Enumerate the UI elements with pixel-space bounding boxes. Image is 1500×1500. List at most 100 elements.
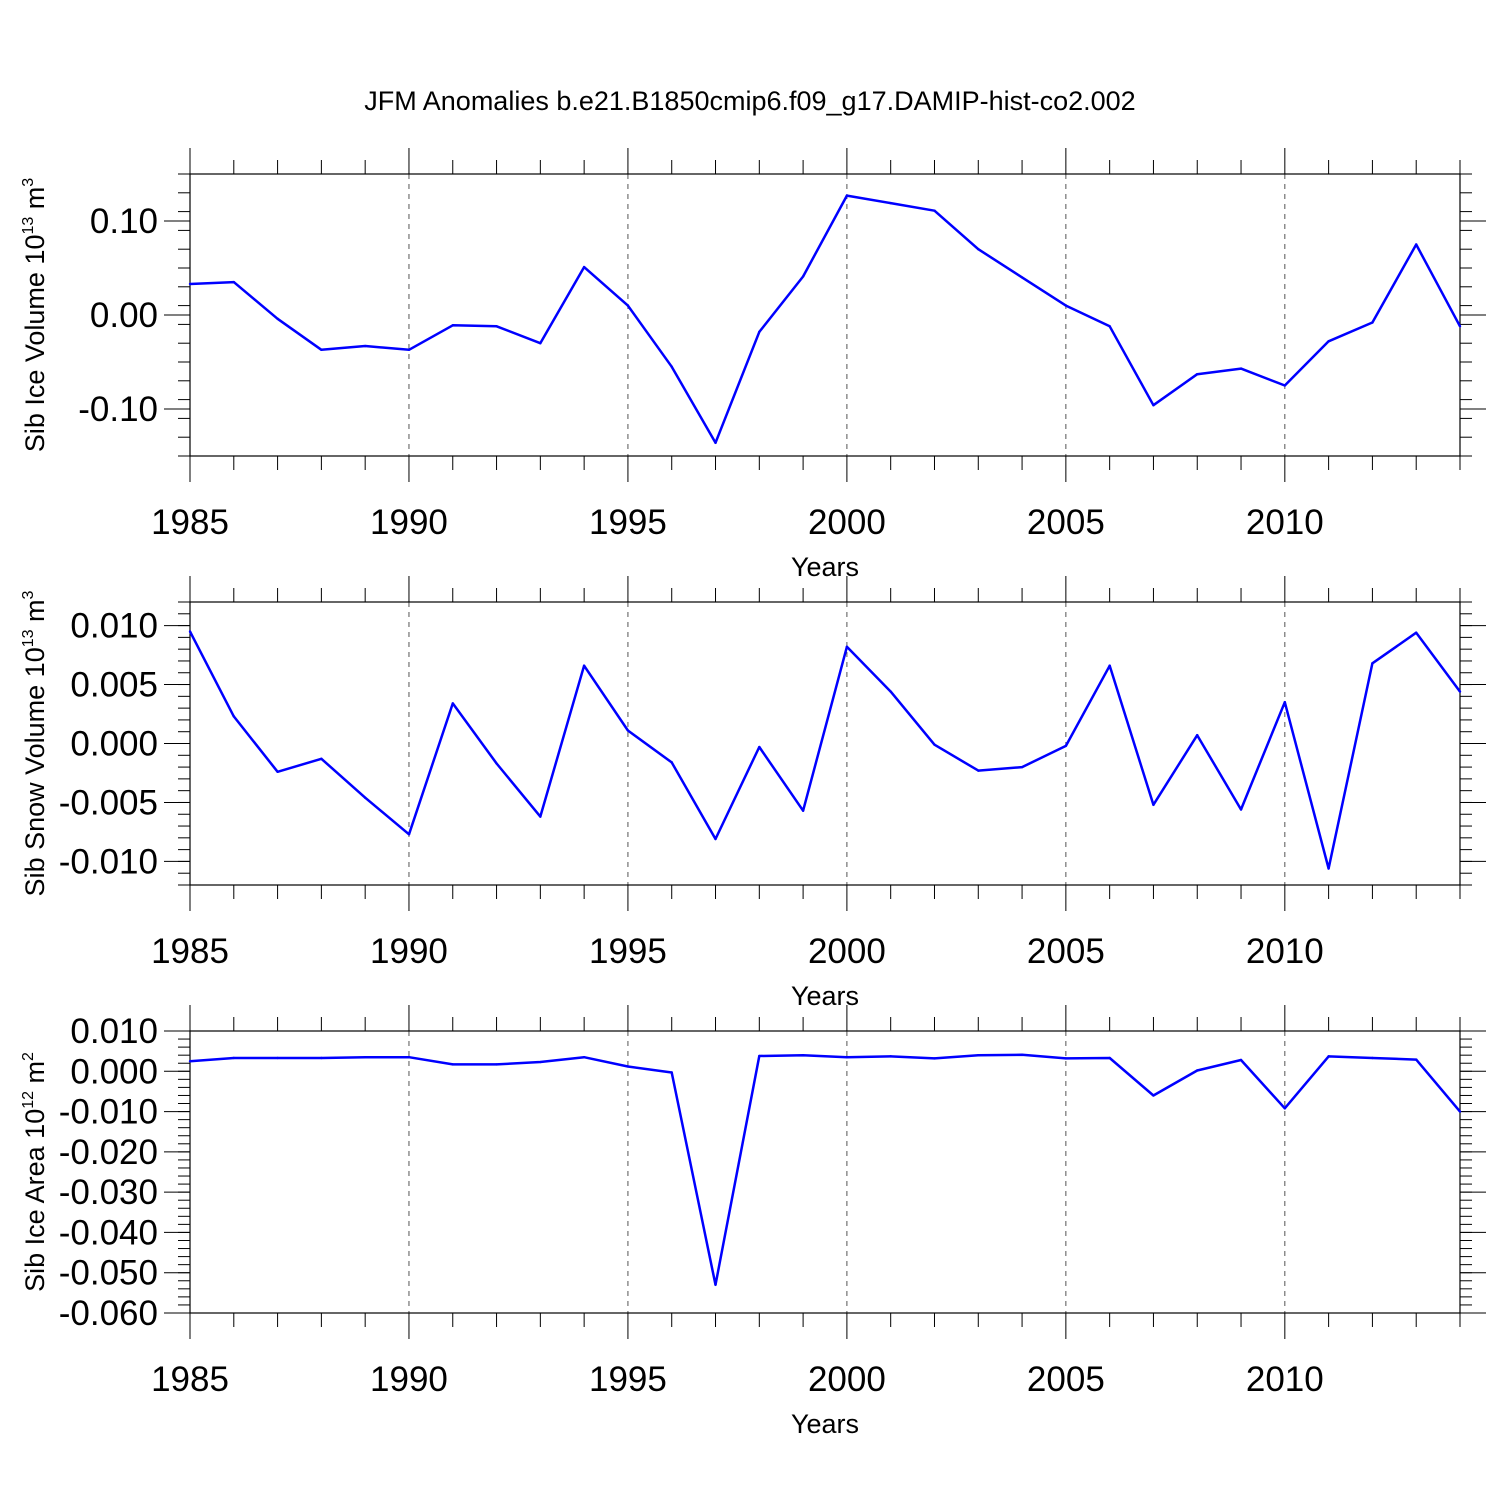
figure-title: JFM Anomalies b.e21.B1850cmip6.f09_g17.D… bbox=[364, 86, 1135, 116]
data-point bbox=[1415, 1058, 1418, 1061]
data-point bbox=[933, 743, 936, 746]
data-point bbox=[977, 1053, 980, 1057]
data-point bbox=[714, 1283, 717, 1287]
series-line bbox=[189, 1053, 1461, 1287]
x-tick-label: 2005 bbox=[1027, 932, 1105, 971]
x-axis-label: Years bbox=[791, 981, 859, 1011]
data-point bbox=[1458, 325, 1462, 328]
data-point bbox=[1020, 1053, 1024, 1056]
x-tick-label: 2010 bbox=[1246, 503, 1324, 542]
data-point bbox=[977, 248, 980, 251]
data-point bbox=[714, 837, 717, 841]
data-point bbox=[363, 344, 367, 348]
data-point bbox=[1283, 701, 1287, 704]
data-point bbox=[758, 745, 761, 749]
data-point bbox=[845, 645, 849, 649]
y-tick-label: -0.050 bbox=[59, 1254, 158, 1293]
plot-frame bbox=[189, 1030, 1461, 1314]
data-point bbox=[539, 1060, 542, 1064]
data-point bbox=[451, 1063, 454, 1066]
data-point bbox=[1064, 304, 1068, 307]
data-point bbox=[1108, 664, 1111, 667]
y-tick-label: 0.010 bbox=[70, 607, 158, 646]
data-point bbox=[1196, 734, 1199, 737]
x-tick-label: 1995 bbox=[589, 503, 667, 542]
y-tick-label: -0.060 bbox=[59, 1294, 158, 1333]
data-point bbox=[1196, 373, 1199, 376]
data-point bbox=[1108, 1056, 1111, 1060]
data-point bbox=[758, 1054, 761, 1058]
data-point bbox=[1415, 631, 1418, 634]
x-tick-label: 2000 bbox=[808, 503, 886, 542]
data-point bbox=[670, 365, 673, 368]
data-point bbox=[320, 1056, 323, 1060]
data-point bbox=[1371, 1056, 1374, 1060]
data-point bbox=[1020, 765, 1024, 769]
data-point bbox=[451, 324, 454, 327]
x-axis-label: Years bbox=[791, 552, 859, 582]
data-point bbox=[407, 348, 411, 351]
data-point bbox=[1283, 384, 1287, 387]
x-tick-label: 1990 bbox=[370, 503, 448, 542]
y-tick-label: 0.00 bbox=[90, 296, 158, 335]
y-axis-label: Sib Ice Area 1012 m2 bbox=[20, 1052, 50, 1292]
data-point bbox=[407, 1055, 411, 1059]
y-axis-label: Sib Snow Volume 1013 m3 bbox=[20, 590, 50, 896]
x-tick-label: 1995 bbox=[589, 932, 667, 971]
data-point bbox=[363, 1055, 367, 1059]
data-point bbox=[363, 796, 367, 799]
data-point bbox=[845, 1055, 849, 1059]
data-point bbox=[495, 1063, 498, 1066]
data-point bbox=[1327, 1055, 1330, 1058]
data-point bbox=[1239, 367, 1243, 370]
data-point bbox=[801, 809, 805, 812]
data-point bbox=[801, 1053, 805, 1057]
data-point bbox=[582, 265, 586, 269]
data-point bbox=[933, 209, 936, 212]
data-point bbox=[977, 769, 980, 772]
data-point bbox=[1152, 404, 1155, 407]
data-point bbox=[495, 325, 498, 328]
x-tick-label: 2005 bbox=[1027, 503, 1105, 542]
x-tick-label: 1985 bbox=[151, 503, 229, 542]
x-tick-label: 2005 bbox=[1027, 1360, 1105, 1399]
data-point bbox=[1064, 1057, 1068, 1060]
y-tick-label: -0.020 bbox=[59, 1133, 158, 1172]
data-point bbox=[276, 1056, 279, 1060]
data-point bbox=[232, 1056, 235, 1060]
data-point bbox=[1152, 803, 1155, 807]
x-tick-label: 1995 bbox=[589, 1360, 667, 1399]
data-point bbox=[1020, 276, 1024, 279]
y-tick-label: -0.040 bbox=[59, 1213, 158, 1252]
data-point bbox=[626, 1065, 630, 1068]
panel-ice-volume: 1985 1990 1995 2000 2005 2010 Years -0.10 0.00 0.… bbox=[20, 148, 1486, 582]
data-point bbox=[320, 757, 323, 761]
data-point bbox=[1458, 1110, 1462, 1113]
data-point bbox=[539, 815, 542, 818]
data-point bbox=[582, 1055, 586, 1059]
data-point bbox=[845, 194, 849, 197]
y-tick-label: -0.010 bbox=[59, 1093, 158, 1132]
x-axis-label: Years bbox=[791, 1409, 859, 1439]
data-point bbox=[1415, 243, 1418, 246]
y-tick-label: 0.000 bbox=[70, 725, 158, 764]
data-point bbox=[889, 690, 892, 693]
x-tick-label: 2000 bbox=[808, 1360, 886, 1399]
data-point bbox=[889, 201, 892, 205]
data-point bbox=[1327, 867, 1330, 870]
data-point bbox=[539, 342, 542, 345]
data-point bbox=[1064, 744, 1068, 748]
data-point bbox=[232, 715, 235, 718]
data-point bbox=[626, 729, 630, 732]
x-tick-label: 1990 bbox=[370, 1360, 448, 1399]
series-line bbox=[189, 194, 1462, 445]
y-tick-label: -0.030 bbox=[59, 1173, 158, 1212]
y-tick-label: 0.005 bbox=[70, 666, 158, 705]
y-tick-label: 0.10 bbox=[90, 202, 158, 241]
data-point bbox=[1327, 340, 1330, 343]
x-tick-label: 1985 bbox=[151, 932, 229, 971]
data-point bbox=[232, 280, 235, 284]
data-point bbox=[801, 275, 805, 278]
